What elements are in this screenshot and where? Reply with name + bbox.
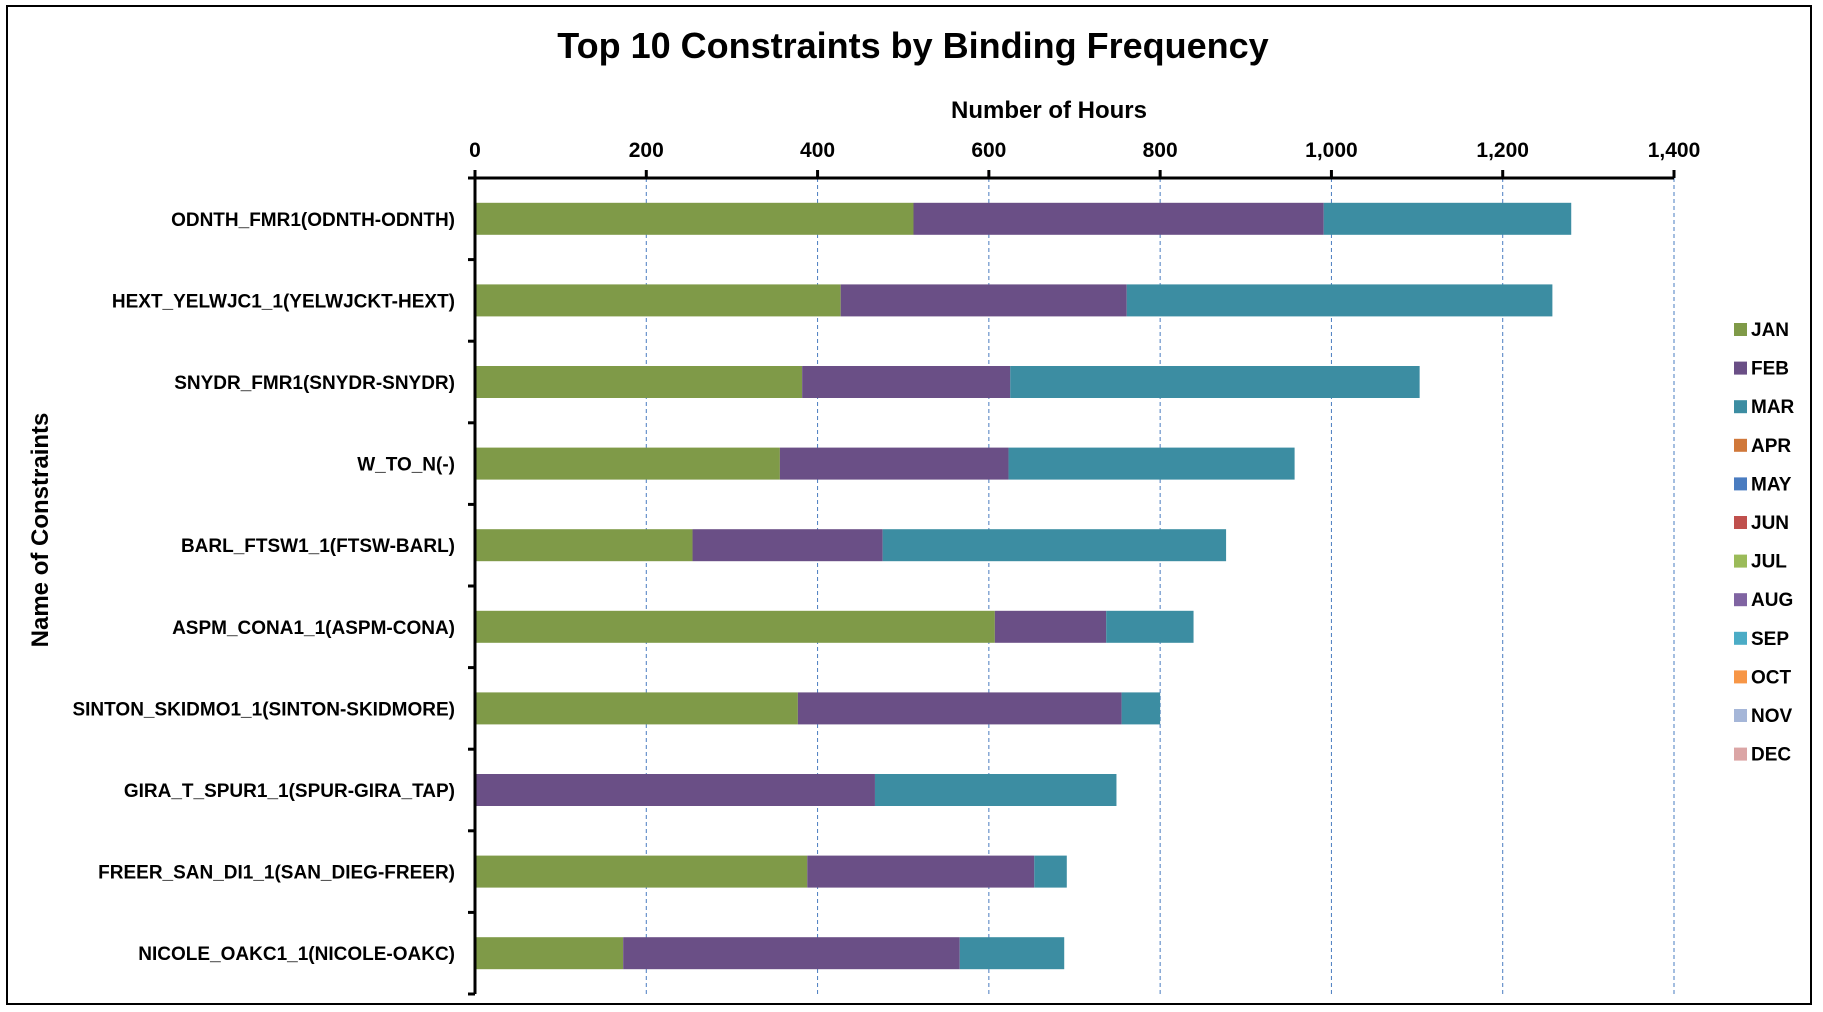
- legend-label-aug: AUG: [1751, 590, 1793, 611]
- category-label-6: SINTON_SKIDMO1_1(SINTON-SKIDMORE): [72, 699, 455, 720]
- legend-label-oct: OCT: [1751, 667, 1792, 688]
- x-tick-label-600: 600: [971, 139, 1006, 162]
- legend-label-dec: DEC: [1751, 745, 1791, 766]
- bar-mar-7: [874, 774, 1117, 806]
- bar-jan-3: [475, 447, 780, 480]
- legend-label-apr: APR: [1751, 436, 1791, 457]
- bar-mar-9: [959, 937, 1065, 970]
- legend: JAN FEB MAR APR MAY JUN JUL AUG SEP OCT NOV DEC: [1734, 320, 1795, 766]
- bar-mar-4: [882, 529, 1227, 562]
- x-tick-label-400: 400: [800, 139, 835, 162]
- bar-feb-9: [623, 937, 960, 970]
- x-tick-label-1200: 1,200: [1476, 139, 1529, 162]
- category-label-1: HEXT_YELWJC1_1(YELWJCKT-HEXT): [112, 291, 455, 312]
- bar-feb-5: [994, 610, 1107, 643]
- x-tick-label-0: 0: [469, 139, 481, 162]
- category-label-4: BARL_FTSW1_1(FTSW-BARL): [181, 536, 455, 557]
- bar-mar-3: [1008, 447, 1295, 480]
- legend-swatch-jan: [1734, 323, 1747, 336]
- category-label-9: NICOLE_OAKC1_1(NICOLE-OAKC): [138, 944, 455, 965]
- bar-jan-8: [475, 855, 808, 888]
- x-axis-title: Number of Hours: [951, 97, 1147, 124]
- chart-title: Top 10 Constraints by Binding Frequency: [557, 25, 1268, 66]
- legend-swatch-feb: [1734, 361, 1747, 375]
- bar-feb-0: [913, 202, 1324, 235]
- legend-swatch-oct: [1734, 670, 1747, 684]
- legend-label-jun: JUN: [1751, 513, 1789, 534]
- legend-swatch-aug: [1734, 593, 1747, 607]
- category-label-2: SNYDR_FMR1(SNYDR-SNYDR): [174, 373, 455, 394]
- category-label-7: GIRA_T_SPUR1_1(SPUR-GIRA_TAP): [124, 781, 455, 802]
- legend-label-jan: JAN: [1751, 320, 1789, 341]
- legend-swatch-may: [1734, 477, 1747, 491]
- bars: [475, 202, 1572, 970]
- bar-feb-4: [692, 529, 883, 562]
- bar-jan-9: [475, 937, 624, 970]
- bar-mar-0: [1323, 202, 1572, 235]
- category-labels: ODNTH_FMR1(ODNTH-ODNTH) HEXT_YELWJC1_1(YE…: [72, 210, 455, 965]
- legend-swatch-mar: [1734, 400, 1747, 414]
- legend-label-sep: SEP: [1751, 629, 1789, 650]
- x-tick-label-1400: 1,400: [1648, 139, 1701, 162]
- category-label-3: W_TO_N(-): [357, 455, 455, 476]
- axes: [468, 170, 1676, 996]
- bar-mar-5: [1106, 610, 1194, 643]
- bar-feb-1: [840, 284, 1127, 317]
- bar-jan-6: [475, 692, 798, 725]
- bar-feb-8: [807, 855, 1035, 888]
- x-tick-labels: 0 200 400 600 800 1,000 1,200 1,400: [469, 139, 1700, 162]
- bar-mar-2: [1010, 366, 1420, 398]
- x-tick-label-1000: 1,000: [1305, 139, 1358, 162]
- bar-jan-1: [475, 284, 841, 317]
- bar-mar-6: [1121, 692, 1161, 725]
- bar-jan-5: [475, 610, 995, 643]
- legend-swatch-sep: [1734, 631, 1747, 645]
- bar-jan-2: [475, 366, 803, 398]
- legend-label-mar: MAR: [1751, 397, 1795, 418]
- y-axis-title: Name of Constraints: [27, 413, 54, 648]
- chart-frame: [6, 5, 1812, 1005]
- bar-jan-0: [475, 202, 914, 235]
- bar-jan-4: [475, 529, 693, 562]
- bar-mar-1: [1126, 284, 1553, 317]
- legend-swatch-dec: [1734, 747, 1747, 761]
- bar-feb-6: [797, 692, 1122, 725]
- bar-feb-3: [779, 447, 1009, 480]
- legend-swatch-jul: [1734, 554, 1747, 568]
- legend-label-jul: JUL: [1751, 552, 1787, 573]
- category-label-0: ODNTH_FMR1(ODNTH-ODNTH): [171, 210, 455, 231]
- legend-label-feb: FEB: [1751, 359, 1789, 380]
- legend-swatch-nov: [1734, 709, 1747, 722]
- bar-mar-8: [1034, 855, 1067, 888]
- x-tick-label-800: 800: [1143, 139, 1178, 162]
- legend-swatch-jun: [1734, 516, 1747, 529]
- x-tick-label-200: 200: [629, 139, 664, 162]
- legend-label-may: MAY: [1751, 474, 1792, 495]
- legend-swatch-apr: [1734, 438, 1747, 452]
- category-label-8: FREER_SAN_DI1_1(SAN_DIEG-FREER): [98, 863, 455, 884]
- legend-label-nov: NOV: [1751, 706, 1793, 727]
- bar-feb-7: [475, 774, 875, 806]
- bar-feb-2: [802, 366, 1011, 398]
- category-label-5: ASPM_CONA1_1(ASPM-CONA): [172, 618, 455, 639]
